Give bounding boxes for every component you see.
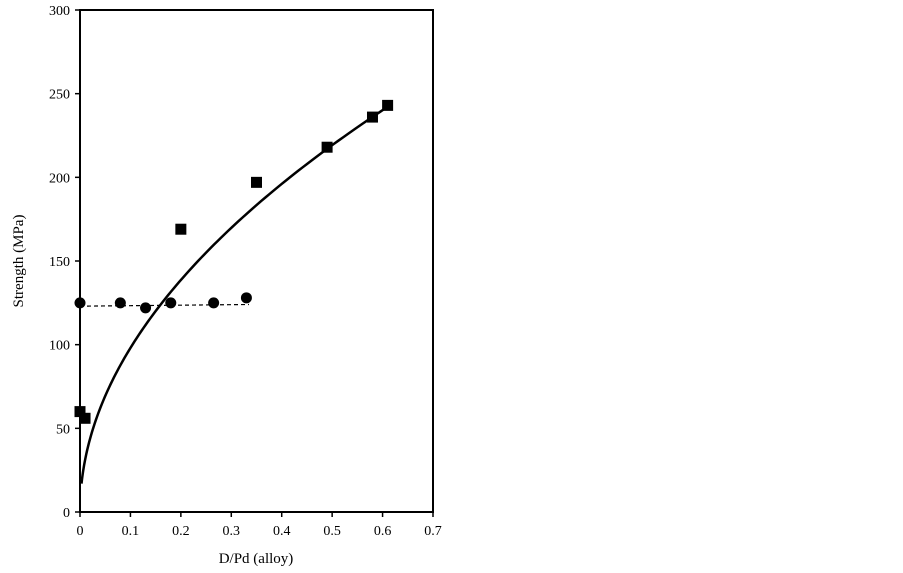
- circle-point: [208, 297, 220, 309]
- y-axis-title: Strength (MPa): [11, 215, 27, 308]
- square-point: [321, 141, 333, 153]
- y-tick-label: 0: [63, 506, 70, 521]
- circle-point: [140, 302, 152, 314]
- y-axis-ticks: 0 50 100 150 200 250 300: [49, 4, 80, 521]
- circle-point: [240, 292, 252, 304]
- square-point: [382, 99, 394, 111]
- x-tick-label: 0.2: [172, 524, 190, 539]
- x-tick-label: 0.1: [122, 524, 140, 539]
- square-point: [175, 223, 187, 235]
- circle-point: [165, 297, 177, 309]
- y-tick-label: 250: [49, 88, 70, 103]
- square-point: [251, 176, 262, 188]
- square-point: [366, 111, 378, 123]
- x-tick-label: 0.5: [323, 524, 341, 539]
- plot-frame: [79, 9, 434, 513]
- fit-line-solid: [80, 105, 389, 484]
- fit-lines: [79, 105, 389, 484]
- x-tick-label: 0: [77, 524, 84, 539]
- x-axis-title: D/Pd (alloy): [219, 551, 294, 567]
- circle-point: [114, 297, 126, 309]
- square-point: [79, 412, 91, 424]
- x-tick-label: 0.7: [424, 524, 442, 539]
- x-tick-label: 0.6: [374, 524, 392, 539]
- y-tick-label: 200: [49, 171, 70, 186]
- y-tick-label: 150: [49, 255, 70, 270]
- y-tick-label: 100: [49, 339, 70, 354]
- circle-point: [74, 297, 86, 309]
- x-tick-label: 0.3: [223, 524, 241, 539]
- fit-line-dashed: [79, 303, 249, 307]
- y-tick-label: 50: [56, 422, 70, 437]
- data-points: [74, 99, 394, 424]
- square-point: [74, 406, 86, 418]
- x-axis-ticks: 0 0.1 0.2 0.3 0.4 0.5 0.6 0.7: [77, 512, 442, 539]
- y-tick-label: 300: [49, 4, 70, 19]
- x-tick-label: 0.4: [273, 524, 291, 539]
